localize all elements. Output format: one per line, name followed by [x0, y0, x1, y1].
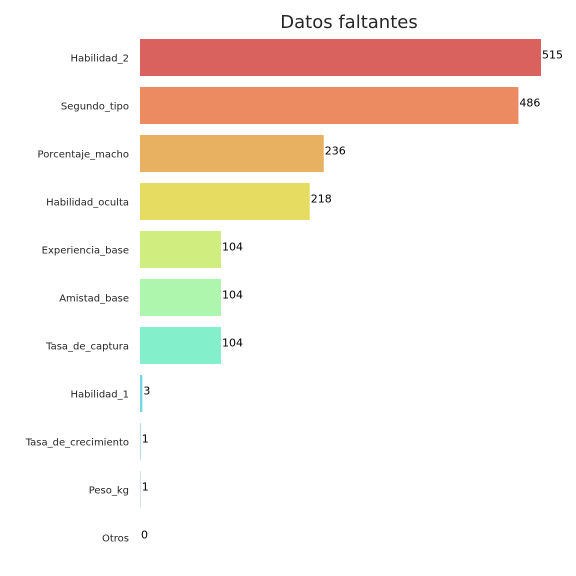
value-label: 104 [222, 241, 243, 254]
category-label: Experiencia_base [42, 246, 129, 257]
chart-title: Datos faltantes [280, 12, 417, 33]
value-label: 236 [325, 145, 346, 158]
bar-tasa-de-captura [140, 327, 221, 364]
bar-habilidad-1 [140, 375, 143, 412]
category-label: Porcentaje_macho [38, 150, 129, 161]
bar-experiencia-base [140, 231, 221, 268]
value-label: 104 [222, 289, 243, 302]
value-label: 1 [142, 433, 149, 446]
category-label: Habilidad_1 [70, 390, 129, 401]
value-label: 1 [142, 481, 149, 494]
bar-segundo-tipo [140, 87, 519, 124]
bar-peso-kg [140, 471, 141, 508]
value-label: 104 [222, 337, 243, 350]
bar-habilidad-oculta [140, 183, 310, 220]
category-label: Habilidad_2 [70, 54, 129, 65]
category-label: Habilidad_oculta [46, 198, 129, 209]
category-label: Otros [102, 534, 129, 545]
bar-habilidad-2 [140, 39, 541, 76]
value-label: 3 [143, 385, 150, 398]
category-label: Amistad_base [59, 294, 129, 305]
category-label: Tasa_de_captura [45, 342, 129, 353]
value-label: 486 [519, 97, 540, 110]
category-label: Segundo_tipo [61, 102, 129, 113]
category-label: Peso_kg [89, 486, 129, 497]
value-label: 515 [542, 49, 563, 62]
bar-amistad-base [140, 279, 221, 316]
bars-group: Habilidad_2 515 Segundo_tipo 486 Porcentaje_… [25, 39, 563, 545]
category-label: Tasa_de_crecimiento [25, 438, 129, 449]
value-label: 218 [311, 193, 332, 206]
bar-porcentaje-macho [140, 135, 324, 172]
bar-tasa-de-crecimiento [140, 423, 141, 460]
value-label: 0 [141, 529, 148, 542]
